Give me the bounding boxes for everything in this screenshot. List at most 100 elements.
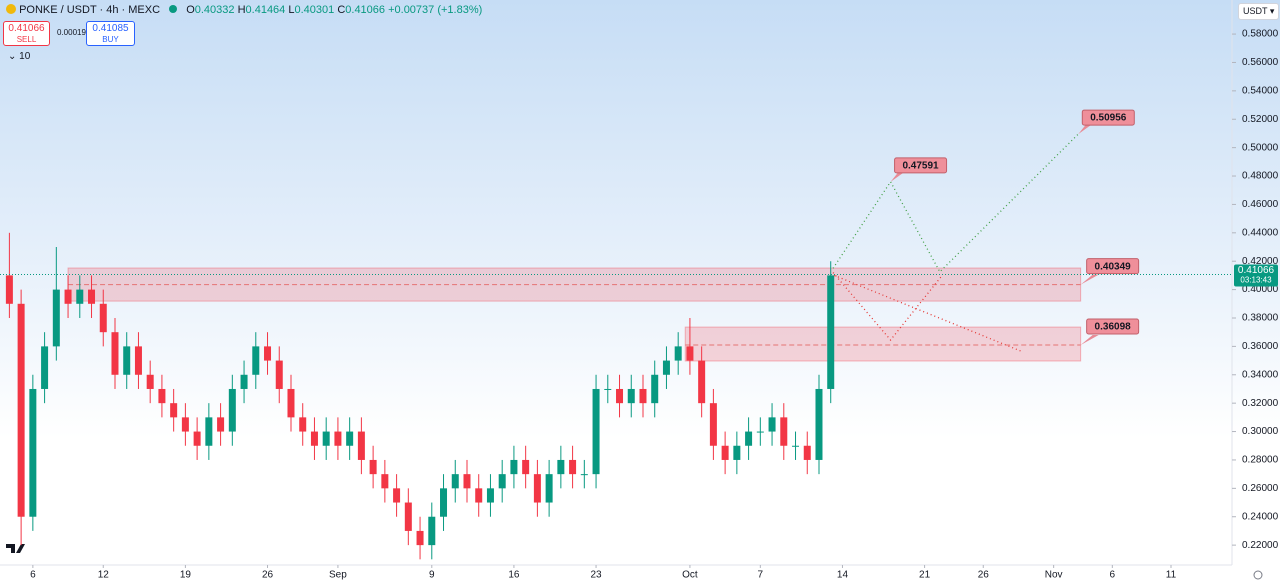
y-tick-label: 0.32000: [1242, 398, 1279, 409]
x-tick-label: 19: [180, 570, 192, 581]
y-tick-label: 0.36000: [1242, 341, 1279, 352]
candle-body: [29, 388, 37, 517]
candle-body: [357, 431, 365, 460]
candle-body: [322, 431, 330, 446]
candle-body: [580, 474, 588, 476]
candle-body: [815, 388, 823, 460]
candle-body: [686, 346, 694, 361]
target-label: 0.47591: [902, 160, 939, 171]
candle-body: [287, 388, 295, 418]
x-tick-label: 6: [30, 570, 36, 581]
legend-value: 0.40332: [194, 4, 235, 16]
candle-body: [768, 417, 776, 432]
buy-button[interactable]: 0.41085 BUY: [86, 21, 135, 46]
x-tick-label: 26: [262, 570, 274, 581]
candle-body: [827, 275, 835, 389]
candle-body: [158, 388, 166, 404]
candle-body: [404, 502, 412, 531]
x-tick-label: 6: [1110, 570, 1116, 581]
indicators-toggle[interactable]: ⌄ 10: [8, 51, 31, 62]
price-tag-countdown: 03:13:43: [1240, 276, 1272, 285]
level-label: 0.36098: [1095, 322, 1132, 333]
level-label-box: [1086, 318, 1140, 335]
candle-body: [88, 289, 96, 304]
candle-body: [639, 388, 647, 404]
level-label-box: [1086, 258, 1140, 275]
y-tick-label: 0.58000: [1242, 29, 1279, 40]
legend-key: L: [288, 4, 295, 16]
x-tick-label: Sep: [329, 570, 347, 581]
x-tick-label: Oct: [682, 570, 698, 581]
indicator-count: 10: [19, 51, 31, 62]
y-tick-label: 0.38000: [1242, 313, 1279, 324]
sell-label: SELL: [16, 35, 37, 44]
buy-price: 0.41085: [92, 23, 129, 34]
candle-body: [310, 431, 318, 446]
y-tick-label: 0.28000: [1242, 455, 1279, 466]
candle-body: [792, 445, 800, 447]
sell-button[interactable]: 0.41066 SELL: [3, 21, 50, 46]
candle-body: [592, 388, 600, 475]
candle-body: [428, 516, 436, 546]
candle-body: [369, 459, 377, 475]
candle-body: [662, 360, 670, 375]
y-tick-label: 0.56000: [1242, 57, 1279, 68]
candle-body: [545, 474, 553, 503]
y-tick-label: 0.46000: [1242, 199, 1279, 210]
x-tick-label: 12: [98, 570, 110, 581]
candle-body: [674, 346, 682, 361]
candle-body: [475, 488, 483, 503]
price-tag-value: 0.41066: [1238, 265, 1275, 276]
x-tick-label: 7: [758, 570, 764, 581]
candle-body: [416, 530, 424, 546]
y-tick-label: 0.34000: [1242, 369, 1279, 380]
candle-body: [756, 431, 764, 433]
target-label-box: [894, 157, 948, 174]
y-tick-label: 0.26000: [1242, 483, 1279, 494]
candle-body: [533, 474, 541, 503]
symbol-icon: [6, 4, 16, 14]
candle-body: [181, 417, 189, 432]
candle-body: [193, 431, 201, 446]
x-tick-label: 9: [429, 570, 435, 581]
candle-body: [228, 388, 236, 432]
currency-button[interactable]: USDT ▾: [1238, 3, 1280, 20]
legend-value: 0.41066: [345, 4, 386, 16]
y-tick-label: 0.48000: [1242, 171, 1279, 182]
candle-body: [780, 417, 788, 446]
candle-body: [275, 360, 283, 389]
symbol-title[interactable]: PONKE / USDT · 4h · MEXC: [19, 4, 161, 16]
candle-body: [170, 403, 178, 418]
label-pointer: [1080, 334, 1099, 345]
candle-body: [486, 488, 494, 503]
y-tick-label: 0.52000: [1242, 114, 1279, 125]
target-label: 0.50956: [1090, 113, 1127, 124]
candle-body: [451, 474, 459, 489]
x-tick-label: Nov: [1045, 570, 1063, 581]
candle-body: [604, 388, 612, 390]
candle-body: [616, 388, 624, 404]
y-tick-label: 0.22000: [1242, 540, 1279, 551]
candle-body: [569, 459, 577, 475]
candle-body: [440, 488, 448, 517]
legend-value: 0.40301: [294, 4, 335, 16]
candle-body: [463, 474, 471, 489]
candle-body: [498, 474, 506, 489]
zone: [684, 326, 1082, 362]
sell-price: 0.41066: [8, 23, 45, 34]
currency: USDT: [1243, 6, 1268, 16]
candle-body: [557, 459, 565, 475]
label-pointer: [1080, 274, 1099, 285]
projection-line: [833, 274, 1022, 352]
label-pointer: [890, 171, 905, 182]
level-label: 0.40349: [1095, 261, 1132, 272]
candle-body: [64, 289, 72, 304]
candle-body: [510, 459, 518, 475]
candle-body: [709, 403, 717, 446]
settings-icon[interactable]: [1253, 570, 1263, 580]
x-tick-label: 16: [508, 570, 520, 581]
y-tick-label: 0.40000: [1242, 284, 1279, 295]
candle-body: [264, 346, 272, 361]
candle-body: [134, 346, 142, 375]
